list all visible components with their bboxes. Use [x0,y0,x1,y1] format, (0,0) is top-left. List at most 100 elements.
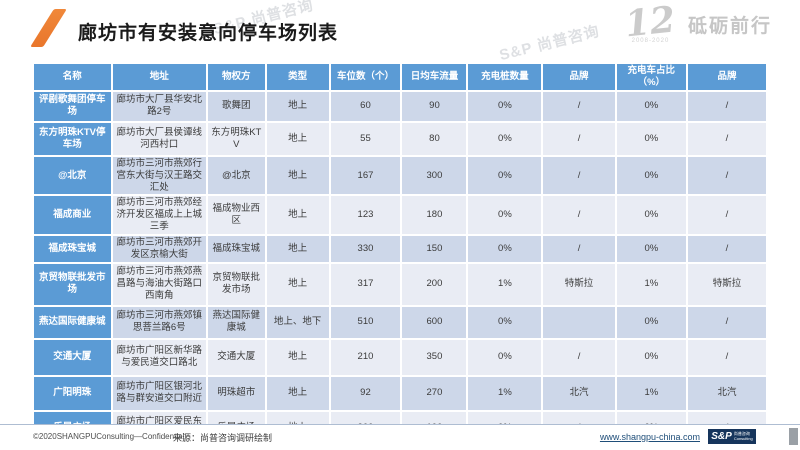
row-name-cell: 广阳明珠 [32,374,113,412]
table-row: 东方明珠KTV停车场 廊坊市大厂县侯谭线河西村口 东方明珠KTV 地上 55 80 0%/0… [32,120,769,157]
table-cell: 地上 [264,154,331,197]
table-cell: 东方明珠KTV [205,120,267,157]
table-cell: 廊坊市三河市燕郊行宫东大街与汉王路交汇处 [110,154,208,197]
table-cell: 北汽 [541,374,617,412]
table-cell: 300 [400,154,469,197]
column-header-5: 日均车流量 [400,62,469,92]
table-cell: 90 [400,89,469,123]
table-cell: 600 [400,304,469,340]
parking-table-wrap: 名称 地址 物权方 类型 车位数（个） 日均车流量 充电桩数量 品牌 充电车占比（%） 品牌 评剧… [32,62,769,446]
table-cell: 廊坊市三河市燕郊开发区京榆大街 [110,234,208,264]
row-name-cell: 福成商业 [32,194,113,236]
column-header-6: 充电桩数量 [466,62,544,92]
table-cell: 1% [466,374,544,412]
table-cell: / [685,234,769,264]
table-cell: @北京 [205,154,267,197]
table-cell: 317 [328,261,403,307]
table-cell: / [541,89,617,123]
table-cell: 地上 [264,261,331,307]
table-cell: / [685,89,769,123]
table-cell: 0% [614,120,688,157]
table-cell [541,304,617,340]
table-cell: 60 [328,89,403,123]
table-cell: 0% [614,194,688,236]
row-name-cell: 京贸物联批发市场 [32,261,113,307]
badge-slogan: 砥砺前行 [687,15,772,37]
table-cell: 福成物业西区 [205,194,267,236]
column-header-0: 名称 [32,62,113,92]
table-row: 福成珠宝城 廊坊市三河市燕郊开发区京榆大街 福成珠宝城 地上 330 150 0%/0% / [32,234,769,264]
table-cell: 270 [400,374,469,412]
row-name-cell: 交通大厦 [32,337,113,377]
table-cell: 0% [466,120,544,157]
table-cell: 福成珠宝城 [205,234,267,264]
column-header-2: 物权方 [205,62,267,92]
table-cell: 廊坊市三河市燕郊燕昌路与海油大街路口西南角 [110,261,208,307]
table-cell: 0% [466,89,544,123]
table-cell: / [541,154,617,197]
page-title: 廊坊市有安装意向停车场列表 [78,23,339,44]
table-cell: 地上 [264,194,331,236]
table-cell: 200 [400,261,469,307]
column-header-3: 类型 [264,62,331,92]
footer: ©2020SHANGPUConsulting—Confidential 来源：尚… [0,424,800,450]
parking-table: 名称 地址 物权方 类型 车位数（个） 日均车流量 充电桩数量 品牌 充电车占比（%） 品牌 评剧… [32,62,769,446]
table-cell: 廊坊市三河市燕郊镇思菩兰路6号 [110,304,208,340]
table-cell: 92 [328,374,403,412]
column-header-8: 充电车占比（%） [614,62,688,92]
table-cell: 150 [400,234,469,264]
table-cell: 廊坊市广阳区银河北路与群安道交口附近 [110,374,208,412]
footer-source: 来源：尚普咨询调研绘制 [173,433,273,443]
table-cell: 0% [466,154,544,197]
table-row: 评剧歌舞团停车场 廊坊市大厂县华安北路2号 歌舞团 地上 60 90 0%/0% / [32,89,769,123]
watermark-text: S&P 尚普咨询 [497,22,602,65]
column-header-7: 品牌 [541,62,617,92]
table-row: 交通大厦 廊坊市广阳区新华路与爱民道交口路北 交通大厦 地上 210 350 0%/0% / [32,337,769,377]
footer-website-link[interactable]: www.shangpu-china.com [599,432,700,442]
table-cell: 0% [466,194,544,236]
table-cell: / [541,337,617,377]
row-name-cell: 东方明珠KTV停车场 [32,120,113,157]
table-cell: 北汽 [685,374,769,412]
badge-number: 12 [623,0,678,46]
table-cell: 燕达国际健康城 [205,304,267,340]
table-cell: 地上 [264,234,331,264]
table-cell: 廊坊市大厂县华安北路2号 [110,89,208,123]
row-name-cell: @北京 [32,154,113,197]
table-cell: 0% [614,304,688,340]
orange-slash-icon [30,9,67,47]
table-cell: / [541,194,617,236]
table-cell: 歌舞团 [205,89,267,123]
table-cell: 80 [400,120,469,157]
column-header-9: 品牌 [685,62,769,92]
column-header-1: 地址 [110,62,208,92]
table-cell: 1% [466,261,544,307]
table-header: 名称 地址 物权方 类型 车位数（个） 日均车流量 充电桩数量 品牌 充电车占比（%） 品牌 [32,62,769,92]
table-cell: 京贸物联批发市场 [205,261,267,307]
table-cell: / [685,154,769,197]
footer-copyright: ©2020SHANGPUConsulting—Confidential [33,432,185,441]
table-cell: 特斯拉 [541,261,617,307]
footer-gray-tab [789,428,798,445]
table-cell: 210 [328,337,403,377]
table-cell: 0% [466,234,544,264]
anniversary-badge: 12 2008-2020 砥砺前行 [623,0,772,46]
table-cell: 交通大厦 [205,337,267,377]
table-cell: 1% [614,261,688,307]
table-cell: 特斯拉 [685,261,769,307]
table-cell: 地上 [264,374,331,412]
table-row: 福成商业 廊坊市三河市燕郊经济开发区福成上上城三季 福成物业西区 地上 123 180 0%… [32,194,769,236]
table-cell: / [685,194,769,236]
table-cell: 1% [614,374,688,412]
badge-number-block: 12 2008-2020 [623,0,678,46]
row-name-cell: 评剧歌舞团停车场 [32,89,113,123]
table-cell: 0% [614,154,688,197]
table-cell: / [685,120,769,157]
table-cell: / [685,337,769,377]
table-cell: 0% [466,337,544,377]
table-cell: / [541,234,617,264]
table-cell: 地上 [264,337,331,377]
table-cell: 廊坊市三河市燕郊经济开发区福成上上城三季 [110,194,208,236]
table-cell: 地上 [264,120,331,157]
shangpu-logo-subtext: 尚普咨询 Consulting [733,431,753,441]
